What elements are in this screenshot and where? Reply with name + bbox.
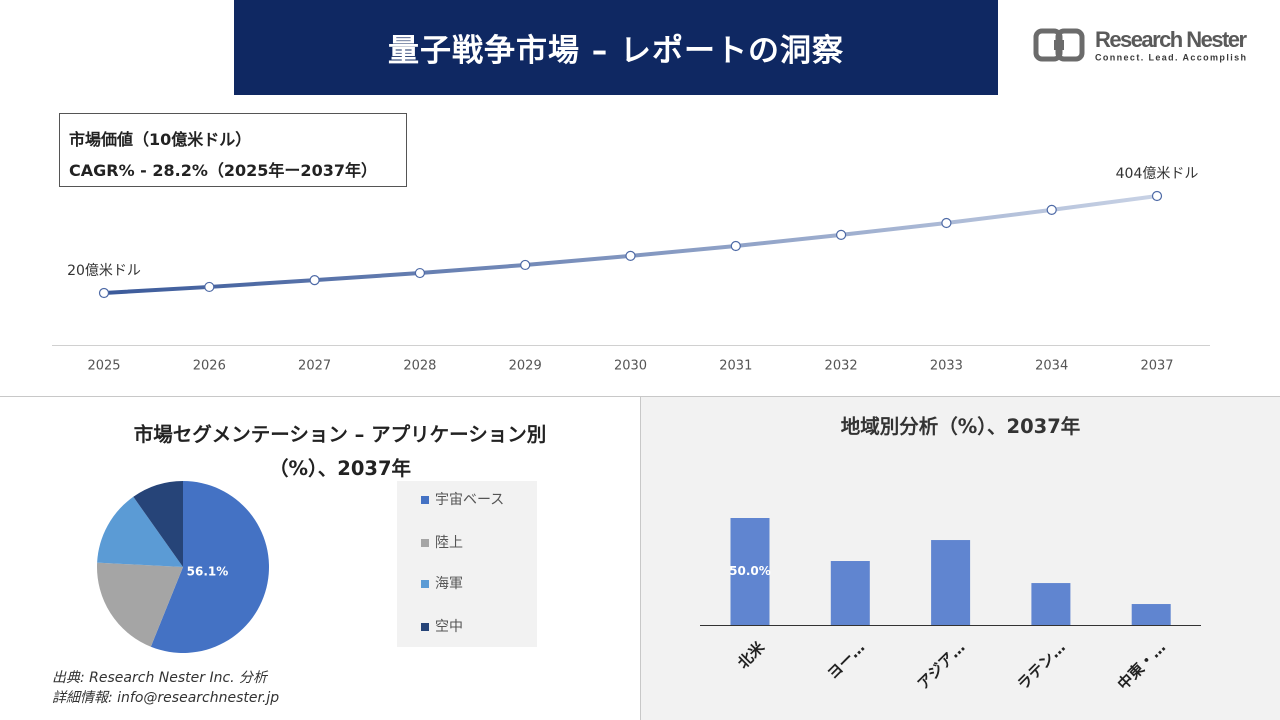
source-note: 出典: Research Nester Inc. 分析 [52,670,268,686]
pie-slice [150,481,270,653]
bar [830,561,870,625]
legend-swatch [421,580,429,588]
x-tick-label: 2037 [1140,359,1173,374]
annotation: CAGR% - 28.2%（2025年ー2037年） [69,161,377,180]
data-line [103,194,1158,295]
footer: 出典: Research Nester Inc. 分析 詳細情報: info@r… [52,668,279,708]
data-point [414,267,425,279]
pie-slice [97,562,183,647]
legend-label: 空中 [435,619,463,635]
bar [1131,604,1171,625]
bar [1031,583,1071,625]
chart-title: 地域別分析（%）、2037年 [840,415,1081,438]
data-point [941,217,952,229]
value-label: 20億米ドル [67,263,141,279]
header-title: 量子戦争市場 – レポートの洞察 [234,0,998,95]
x-tick-label: 2027 [298,359,331,374]
legend-swatch [421,623,429,631]
data-point [1151,190,1163,202]
logo-tagline: Connect. Lead. Accomplish [1095,52,1247,62]
bar [730,518,770,625]
data-point [1046,204,1057,215]
x-tick-label: 2026 [193,359,226,374]
annotation-box: 市場価値（10億米ドル） CAGR% - 28.2%（2025年ー2037年） [59,113,407,187]
x-tick-label: 2029 [509,359,542,374]
logo-name: Research Nester [1095,27,1247,52]
data-point [520,259,531,271]
x-tick-label: 2030 [614,359,647,374]
legend-swatch [421,539,429,547]
legend-label: 陸上 [435,535,463,551]
pie-slice [133,481,183,567]
legend-label: 海軍 [435,576,463,592]
data-point [309,275,320,286]
bar [931,540,971,625]
data-point [204,281,215,293]
x-tick-label: 2028 [403,359,436,374]
value-label: 50.0% [729,564,771,578]
x-tick-label: 2034 [1035,359,1068,374]
data-point [835,229,847,241]
x-tick-label: 2025 [87,359,120,374]
x-tick-label: 2031 [719,359,752,374]
x-tick-label: 2033 [930,359,963,374]
legend-label: 宇宙ベース [435,492,504,508]
logo-icon [1033,28,1085,62]
value-label: 404億米ドル [1116,166,1199,182]
chart-title: 市場セグメンテーション – アプリケーション別（%）、2037年 [133,423,547,480]
legend-swatch [421,496,429,504]
value-label: 56.1% [187,564,229,578]
data-point [625,250,636,261]
x-tick-label: 2032 [825,359,858,374]
data-point [730,240,741,252]
contact-note: 詳細情報: info@researchnester.jp [52,690,280,706]
annotation: 市場価値（10億米ドル） [69,130,252,149]
data-point [98,287,110,299]
legend-box [397,481,537,647]
pie-slice [97,496,183,567]
